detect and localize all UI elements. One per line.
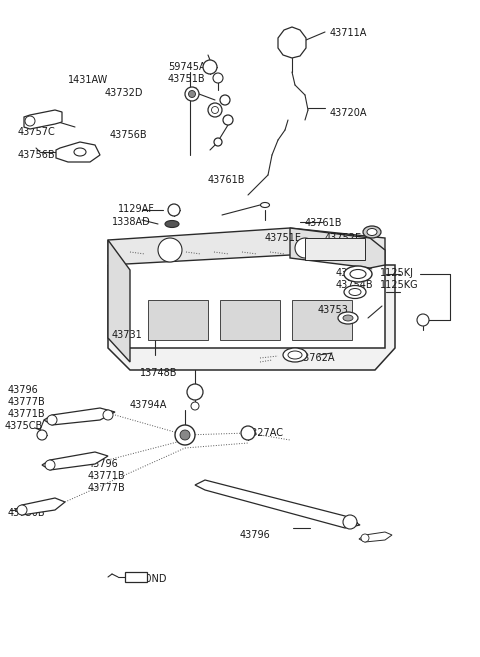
Text: 43777B: 43777B (8, 397, 46, 407)
Ellipse shape (185, 87, 199, 101)
Circle shape (168, 204, 180, 216)
Text: 43756B: 43756B (110, 130, 148, 140)
Circle shape (187, 384, 203, 400)
Text: 43750B: 43750B (8, 508, 46, 518)
Ellipse shape (363, 226, 381, 238)
Circle shape (361, 534, 369, 542)
Ellipse shape (350, 269, 366, 279)
Circle shape (25, 116, 35, 126)
Text: 43796: 43796 (240, 530, 271, 540)
Text: 43731: 43731 (112, 330, 143, 340)
Text: 43761B: 43761B (208, 175, 245, 185)
Text: 43753: 43753 (318, 305, 349, 315)
Polygon shape (108, 228, 385, 265)
Text: 43732D: 43732D (105, 88, 144, 98)
Ellipse shape (189, 91, 195, 97)
Circle shape (417, 314, 429, 326)
Circle shape (158, 238, 182, 262)
Ellipse shape (344, 286, 366, 298)
Text: 1327AC: 1327AC (246, 428, 284, 438)
Text: 43754C: 43754C (336, 268, 373, 278)
Circle shape (47, 415, 57, 425)
Ellipse shape (338, 312, 358, 324)
Ellipse shape (214, 138, 222, 146)
Text: 43756B: 43756B (18, 150, 56, 160)
Text: 1338AD: 1338AD (112, 217, 151, 227)
Text: 43757C: 43757C (18, 127, 56, 137)
Circle shape (37, 430, 47, 440)
Circle shape (175, 425, 195, 445)
Text: 43751B: 43751B (168, 74, 205, 84)
Polygon shape (278, 27, 306, 58)
Text: 4375CB: 4375CB (5, 421, 43, 431)
Ellipse shape (165, 221, 179, 227)
Text: 43771B: 43771B (88, 471, 126, 481)
Text: 43761B: 43761B (305, 218, 343, 228)
Bar (125, 572, 147, 582)
Ellipse shape (208, 103, 222, 117)
Polygon shape (195, 480, 360, 528)
Polygon shape (42, 452, 108, 470)
Text: 43720A: 43720A (330, 108, 368, 118)
Text: 13748B: 13748B (140, 368, 178, 378)
Text: 43794A: 43794A (130, 400, 168, 410)
Text: 43796: 43796 (88, 459, 119, 469)
Ellipse shape (367, 229, 377, 235)
Ellipse shape (212, 106, 218, 114)
Ellipse shape (223, 115, 233, 125)
Polygon shape (359, 532, 392, 542)
Circle shape (45, 460, 55, 470)
Text: 43771B: 43771B (8, 409, 46, 419)
Ellipse shape (220, 95, 230, 105)
Text: 1129AF: 1129AF (118, 204, 155, 214)
Bar (305, 238, 365, 260)
Circle shape (241, 426, 255, 440)
Polygon shape (24, 110, 62, 129)
Text: 1125KJ: 1125KJ (380, 268, 414, 278)
Ellipse shape (343, 315, 353, 321)
Polygon shape (108, 265, 395, 370)
Ellipse shape (288, 351, 302, 359)
Text: 43777B: 43777B (88, 483, 126, 493)
Circle shape (203, 60, 217, 74)
Text: 43796: 43796 (8, 385, 39, 395)
Text: 43752E: 43752E (325, 233, 362, 243)
Ellipse shape (74, 148, 86, 156)
Polygon shape (56, 142, 100, 162)
Polygon shape (44, 408, 115, 425)
Text: 43754B: 43754B (336, 280, 373, 290)
Ellipse shape (349, 288, 361, 296)
Bar (148, 300, 208, 340)
Bar (292, 300, 352, 340)
Text: 43751E: 43751E (265, 233, 302, 243)
Text: 1430ND: 1430ND (128, 574, 168, 584)
Ellipse shape (283, 348, 307, 362)
Text: 43762A: 43762A (298, 353, 336, 363)
Polygon shape (15, 498, 65, 515)
Ellipse shape (344, 266, 372, 282)
Polygon shape (108, 240, 130, 362)
Text: 1125KG: 1125KG (380, 280, 419, 290)
Circle shape (343, 515, 357, 529)
Circle shape (103, 410, 113, 420)
Text: 59745A: 59745A (168, 62, 205, 72)
Ellipse shape (261, 202, 269, 208)
Bar (220, 300, 280, 340)
Text: 43711A: 43711A (330, 28, 367, 38)
Circle shape (213, 73, 223, 83)
Text: 1431AW: 1431AW (68, 75, 108, 85)
Circle shape (17, 505, 27, 515)
Circle shape (180, 430, 190, 440)
Circle shape (191, 402, 199, 410)
Circle shape (295, 238, 315, 258)
Polygon shape (290, 228, 385, 268)
